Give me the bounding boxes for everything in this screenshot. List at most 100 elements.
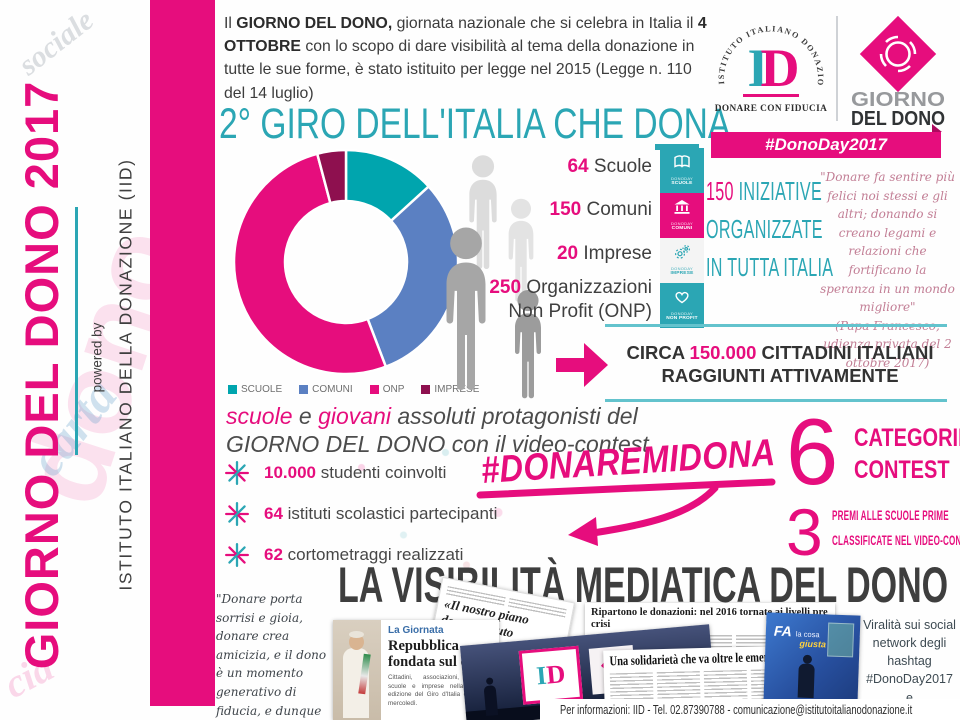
divider-line-top — [605, 324, 947, 327]
donut-segment-onp — [232, 152, 388, 376]
clipping-headline: Ripartono le donazioni: nel 2016 tornate… — [591, 607, 828, 631]
clipping-headline: Una solidarietà che va oltre le emergenz… — [609, 648, 794, 669]
sidebar-divider — [75, 207, 78, 455]
bullet-row: 64 istituti scolastici partecipanti — [224, 499, 497, 529]
iid-monogram-i: I — [747, 38, 768, 98]
stat-value: 20 — [556, 243, 579, 264]
tv-show-subtitle: giusta — [799, 638, 827, 650]
tv-monitor — [827, 622, 855, 658]
badge-program: DONODAY — [670, 266, 694, 271]
prizes-number: 3 — [786, 495, 823, 569]
gdd-name-line1: GIORNO — [851, 89, 945, 111]
star-bullet-icon — [225, 543, 249, 567]
stats-list: 64 Scuole 150 Comuni 20 Imprese 250 Orga… — [470, 150, 652, 324]
stat-value: 150 — [549, 199, 582, 220]
badge-category: SCUOLE — [671, 181, 693, 186]
divider-line-bottom — [605, 399, 947, 402]
gears-icon — [674, 245, 691, 259]
heading-em-giovani: giovani — [318, 403, 391, 429]
page-title: 2° GIRO DELL'ITALIA CHE DONA — [219, 100, 731, 148]
bullet-text: 62 cortometraggi realizzati — [264, 545, 464, 564]
clipping-body: Cittadini, associazioni, Comuni, scuole … — [388, 674, 493, 707]
person-silhouette — [483, 685, 499, 717]
iid-tagline: DONARE CON FIDUCIA — [715, 104, 828, 114]
chart-legend: SCUOLE COMUNI ONP IMPRESE — [228, 384, 479, 395]
sidebar-title: GIORNO DEL DONO 2017 — [15, 80, 68, 670]
powered-by-label: powered by — [89, 322, 105, 393]
gdd-name-line2: DEL DONO — [851, 108, 945, 126]
heading-em-scuole: scuole — [226, 403, 293, 429]
bullet-text: 64 istituti scolastici partecipanti — [264, 504, 498, 523]
badge-scuole: DONODAY SCUOLE — [660, 148, 704, 193]
clipping-kicker: La Giornata — [388, 625, 444, 636]
reach-number: 150.000 — [689, 342, 757, 363]
badge-category: IMPRESE — [670, 271, 694, 276]
person-silhouette — [797, 663, 815, 699]
badge-program: DONODAY — [670, 311, 694, 316]
tv-fa-la-cosa-giusta: FA la cosa giusta — [763, 612, 861, 704]
legend-swatch — [369, 385, 379, 394]
stage-screen: ID — [518, 645, 584, 705]
legend-label: ONP — [382, 384, 405, 395]
tv-show-title: FA — [773, 622, 793, 640]
footer-info: Per informazioni: IID - Tel. 02.87390788… — [560, 702, 913, 717]
categories-label2: CONTEST — [854, 456, 950, 484]
star-bullet-icon — [225, 502, 249, 526]
intro-bold-date: 4 OTTOBRE — [224, 15, 707, 56]
gdd-diamond-icon — [859, 15, 937, 93]
pope-photo — [333, 620, 381, 720]
legend-label: SCUOLE — [241, 384, 283, 395]
badge-imprese: DONODAY IMPRESE — [660, 238, 704, 283]
legend-swatch — [299, 385, 309, 394]
categories-number: 6 — [786, 399, 839, 504]
stat-label: Comuni — [586, 199, 652, 220]
intro-bold-giorno: GIORNO DEL DONO, — [236, 15, 393, 32]
legend-item: SCUOLE — [228, 384, 282, 395]
badge-program: DONODAY — [670, 176, 694, 181]
book-icon — [674, 155, 690, 168]
donut-chart — [232, 148, 460, 376]
stat-label: Scuole — [593, 156, 652, 177]
stat-row-imprese: 20 Imprese — [470, 243, 652, 265]
bullet-row: 62 cortometraggi realizzati — [224, 540, 497, 570]
badge-comuni: DONODAY COMUNI — [660, 193, 704, 238]
stat-row-scuole: 64 Scuole — [470, 156, 652, 178]
banner-fold — [932, 124, 942, 132]
iid-underline — [743, 94, 799, 97]
legend-label: IMPRESE — [434, 384, 480, 395]
quote-text: "Donare fa sentire più felici noi stessi… — [820, 170, 955, 315]
contest-bullet-list: 10.000 studenti coinvolti 64 istituti sc… — [224, 458, 497, 581]
badge-category: NON PROFIT — [666, 316, 698, 321]
heart-icon — [675, 291, 689, 304]
bullet-value: 62 — [264, 545, 283, 564]
magenta-bar — [150, 0, 215, 706]
iid-monogram-d: D — [761, 38, 800, 98]
stat-value: 250 — [489, 277, 522, 298]
footer-bar: Per informazioni: IID - Tel. 02.87390788… — [540, 699, 960, 720]
reach-arrow-icon — [556, 343, 608, 387]
intro-paragraph: Il GIORNO DEL DONO, giornata nazionale c… — [224, 15, 707, 102]
legend-item: ONP — [369, 384, 405, 395]
stat-row-comuni: 150 Comuni — [470, 199, 652, 221]
stat-label: Non Profit (ONP) — [508, 301, 652, 323]
legend-item: IMPRESE — [421, 384, 479, 395]
prizes-line2: CLASSIFICATE NEL VIDEO-CONTEST — [832, 533, 960, 548]
quote-text: "Donare porta sorrisi e gioia, donare cr… — [216, 592, 327, 718]
categories-label1: CATEGORIE — [854, 424, 960, 452]
bullet-value: 64 — [264, 504, 283, 523]
logo-divider — [836, 16, 838, 121]
iniziative-number: 150 — [706, 176, 734, 206]
mattarella-quote: "Donare porta sorrisi e gioia, donare cr… — [216, 590, 328, 720]
contest-heading: scuole e giovani assoluti protagonisti d… — [226, 403, 649, 457]
legend-swatch — [228, 385, 237, 394]
sidebar-organization: ISTITUTO ITALIANO DELLA DONAZIONE (IID) — [115, 158, 136, 591]
legend-swatch — [421, 385, 431, 394]
legend-item: COMUNI — [299, 384, 353, 395]
badge-non-profit: DONODAY NON PROFIT — [660, 283, 704, 328]
prizes-line1: PREMI ALLE SCUOLE PRIME — [832, 508, 949, 523]
bullet-text: 10.000 studenti coinvolti — [264, 463, 447, 482]
media-section-title: LA VISIBILITÀ MEDIATICA DEL DONO — [338, 557, 949, 613]
legend-label: COMUNI — [312, 384, 353, 395]
badge-program: DONODAY — [670, 221, 694, 226]
